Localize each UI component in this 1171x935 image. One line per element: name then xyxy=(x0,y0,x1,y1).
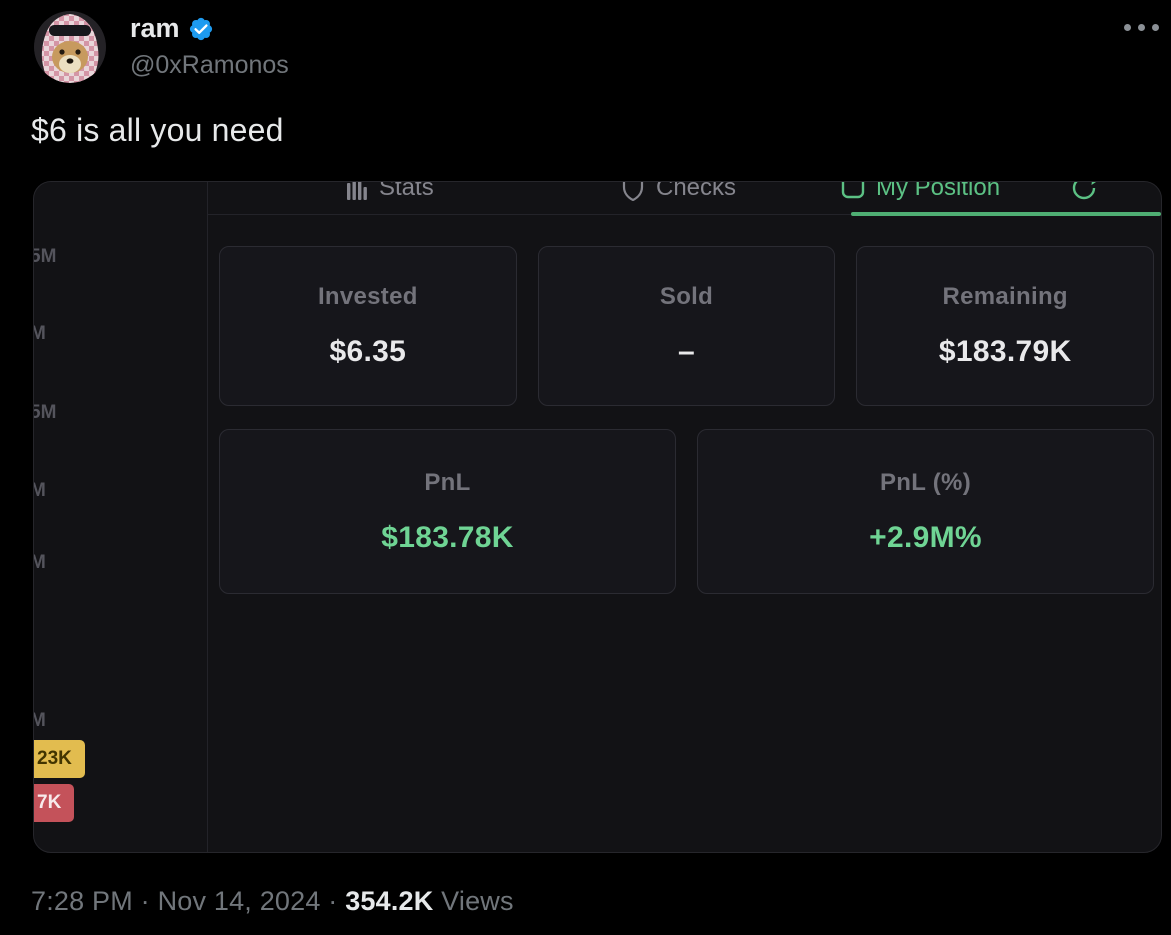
stat-label: PnL xyxy=(424,468,471,496)
tab-bar: Stats Checks My Position xyxy=(208,182,1161,215)
bar-chart-icon xyxy=(347,182,367,200)
tweet-time: 7:28 PM xyxy=(31,886,133,916)
axis-label: M xyxy=(34,552,46,574)
author-handle[interactable]: @0xRamonos xyxy=(130,51,289,79)
separator-dot: · xyxy=(140,886,150,916)
axis-label: M xyxy=(34,710,46,732)
avatar[interactable] xyxy=(34,11,106,83)
active-tab-underline xyxy=(851,212,1161,216)
more-menu-icon[interactable] xyxy=(1124,24,1159,31)
stat-value-positive: +2.9M% xyxy=(869,520,982,554)
dog-keffiyeh-avatar-image xyxy=(34,11,106,83)
tab-stats[interactable]: Stats xyxy=(346,182,434,202)
axis-label: M xyxy=(34,323,46,345)
tab-label: Checks xyxy=(656,182,737,201)
tab-label: Stats xyxy=(379,182,434,201)
tweet-text: $6 is all you need xyxy=(31,112,284,148)
views-count: 354.2K xyxy=(345,886,434,916)
tweet-media[interactable]: 5M M 5M M M M 23K 7K Stats Checks xyxy=(33,181,1162,853)
stat-card-sold: Sold – xyxy=(537,246,836,406)
my-position-panel: Invested $6.35 Sold – Remaining $183.79K… xyxy=(208,215,1161,852)
author-name-row: ram xyxy=(130,13,214,44)
stat-value-positive: $183.78K xyxy=(381,520,514,554)
price-badge-red: 7K xyxy=(34,784,75,822)
position-square-icon xyxy=(841,182,865,199)
tab-label: My Position xyxy=(876,182,1001,201)
tab-my-position[interactable]: My Position xyxy=(841,182,1000,202)
tweet-date: Nov 14, 2024 xyxy=(157,886,321,916)
shield-icon xyxy=(622,182,644,201)
stat-value: $6.35 xyxy=(329,335,407,368)
stat-card-remaining: Remaining $183.79K xyxy=(856,246,1155,406)
stat-label: PnL (%) xyxy=(880,468,971,496)
axis-label: 5M xyxy=(34,402,57,423)
tweet-footer: 7:28 PM · Nov 14, 2024 · 354.2K Views xyxy=(31,886,514,917)
stat-label: Sold xyxy=(659,283,714,310)
stat-label: Remaining xyxy=(942,283,1068,310)
views-label: Views xyxy=(441,886,514,916)
axis-label: M xyxy=(34,480,46,502)
verified-badge-icon xyxy=(189,17,212,40)
chart-axis-strip: 5M M 5M M M M 23K 7K xyxy=(34,182,208,852)
stat-card-pnl-percent: PnL (%) +2.9M% xyxy=(697,429,1154,594)
stat-value: – xyxy=(678,335,695,368)
stat-card-invested: Invested $6.35 xyxy=(219,246,517,406)
stat-card-pnl: PnL $183.78K xyxy=(219,429,676,594)
tab-checks[interactable]: Checks xyxy=(621,182,736,202)
stat-value: $183.79K xyxy=(938,335,1072,368)
author-name[interactable]: ram xyxy=(130,13,180,43)
stat-label: Invested xyxy=(317,283,418,310)
price-badge-yellow: 23K xyxy=(34,740,85,778)
axis-label: 5M xyxy=(34,246,57,267)
refresh-icon[interactable] xyxy=(1070,182,1098,207)
separator-dot: · xyxy=(328,886,338,916)
